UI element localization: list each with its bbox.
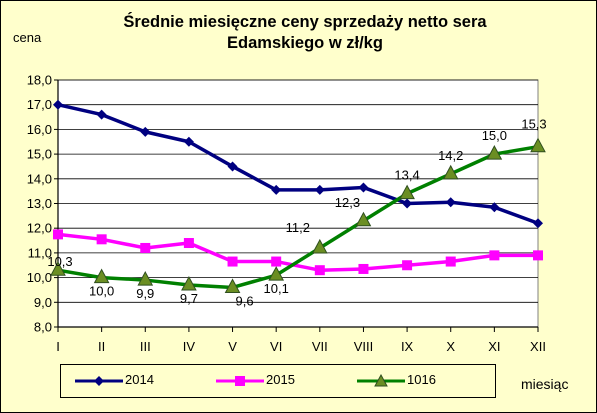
series-line-2014 [57,102,539,225]
legend-label-1016: 1016 [407,372,436,387]
point-2014 [140,126,151,137]
point-1016 [530,137,546,153]
legend-marker-2014 [75,376,123,386]
y-tick-label: 9,0 [34,295,52,310]
point-2014 [533,218,543,229]
legend-label-2015: 2015 [266,372,295,387]
point-2015 [183,238,194,249]
x-tick-label: X [446,339,455,354]
x-tick-label: I [56,339,60,354]
point-2015 [314,265,325,276]
legend: 2014 2015 1016 [60,364,496,398]
x-axis-label: miesiąc [521,376,569,392]
point-2015 [445,256,456,267]
point-2015 [402,260,413,271]
point-1016 [224,278,241,293]
point-1016 [399,184,415,200]
point-2014 [183,136,194,147]
y-tick-label: 10,0 [27,270,52,285]
x-tick-label: XI [488,339,500,354]
point-2014 [314,184,325,195]
y-tick-label: 14,0 [27,171,52,186]
x-tick-label: XII [530,339,546,354]
point-2015 [271,256,282,267]
y-axis-label: cena [13,30,42,45]
point-2014 [227,161,238,172]
point-1016 [268,266,285,281]
x-tick-label: IX [401,339,414,354]
point-1016 [137,271,154,286]
point-2014 [445,197,456,208]
data-label: 10,1 [264,281,289,296]
point-2014 [489,202,500,213]
y-tick-label: 8,0 [34,320,52,335]
legend-marker-2015 [216,376,264,386]
point-1016 [355,211,372,227]
point-2015 [227,256,238,267]
legend-label-2014: 2014 [125,372,154,387]
point-1016 [93,268,110,284]
point-1016 [50,261,66,276]
point-1016 [486,145,503,160]
x-tick-label: III [140,339,151,354]
x-tick-label: VIII [354,339,374,354]
point-1016 [181,275,197,291]
x-tick-label: VII [312,339,328,354]
data-label: 15,0 [482,128,507,143]
data-label: 9,9 [136,286,154,301]
point-2014 [358,182,369,193]
point-1016 [442,164,459,180]
point-2015 [140,242,151,253]
x-tick-label: IV [183,339,196,354]
x-tick-label: VI [270,339,282,354]
y-tick-label: 17,0 [27,97,52,112]
data-label: 13,4 [394,168,419,183]
point-2015 [358,263,369,274]
y-tick-label: 13,0 [27,196,52,211]
series-line-2015 [57,232,538,272]
point-1016 [311,238,328,254]
data-label: 14,2 [438,148,463,163]
point-2015 [53,229,63,240]
data-label: 9,7 [180,291,198,306]
y-tick-label: 12,0 [27,221,52,236]
series-line-1016 [57,144,539,290]
point-2015 [96,234,107,245]
point-2014 [96,109,107,120]
y-tick-label: 18,0 [27,73,52,88]
chart-title-line-1: Średnie miesięczne ceny sprzedaży netto … [123,13,487,31]
chart-title-line-2: Edamskiego w zł/kg [227,34,383,52]
y-tick-label: 15,0 [27,147,52,162]
point-2015 [489,250,500,261]
point-2015 [533,250,543,261]
y-tick-label: 16,0 [27,122,52,137]
data-label: 10,0 [89,284,114,299]
data-label: 11,2 [286,220,310,235]
data-label: 9,6 [236,293,254,308]
legend-marker-1016 [357,374,405,387]
x-tick-label: II [98,339,105,354]
data-label: 12,3 [335,195,360,210]
point-2014 [271,184,282,195]
point-2014 [402,198,413,209]
x-tick-label: V [228,339,237,354]
y-tick-label: 11,0 [28,245,52,260]
data-label: 10,3 [47,254,72,269]
point-2014 [53,99,63,110]
data-label: 15,3 [521,117,546,132]
